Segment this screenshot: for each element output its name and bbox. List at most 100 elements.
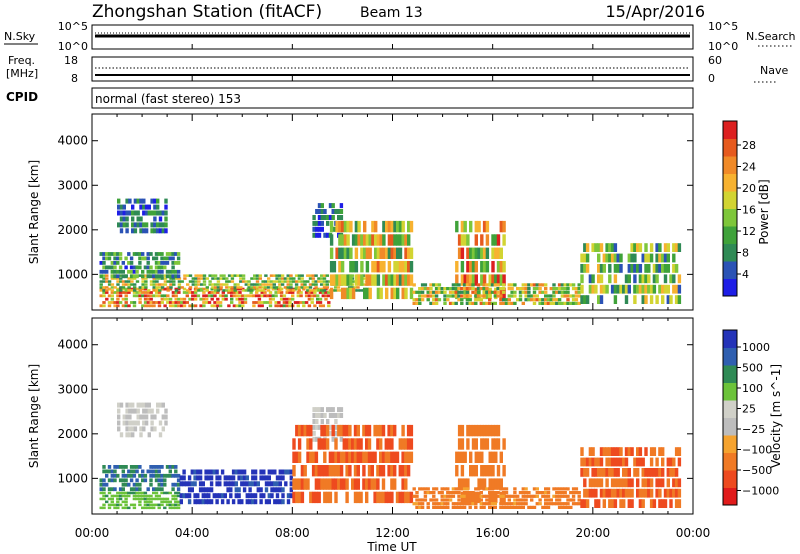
range-cell [165,256,170,261]
range-cell [117,210,121,216]
range-cell [107,478,112,483]
range-cell [113,252,117,256]
range-cell [193,291,198,294]
range-cell [479,491,483,495]
range-cell [118,269,123,274]
range-cell [647,284,651,294]
range-cell [258,283,262,286]
range-cell [118,497,123,501]
range-cell [672,264,676,273]
range-cell [674,478,679,488]
range-cell [379,465,383,477]
range-cell [213,289,218,292]
range-cell [188,304,192,308]
range-cell [325,274,329,277]
range-cell [168,465,172,469]
range-cell [138,473,142,478]
range-cell [191,280,195,283]
range-cell [116,294,120,298]
range-cell [485,261,490,273]
range-cell [161,402,165,408]
range-cell [327,301,331,304]
range-cell [527,283,531,287]
range-cell [577,287,581,291]
range-cell [420,487,425,491]
range-cell [122,222,126,228]
range-cell [296,301,300,304]
range-cell [176,482,181,487]
velocity-colorbar-tick-label: −25 [742,423,765,436]
range-cell [658,447,662,456]
range-cell [496,290,500,294]
range-cell [131,420,135,426]
range-cell [527,294,531,298]
range-cell [314,465,319,477]
range-cell [238,287,242,291]
range-cell [99,261,103,265]
range-cell [557,502,562,506]
range-cell [160,256,164,261]
range-cell [267,277,271,280]
range-cell [580,295,584,304]
range-cell [99,269,103,274]
range-cell [107,280,112,283]
range-cell [142,204,146,210]
time-axis-title: Time UT [366,540,417,554]
range-cell [309,451,313,463]
range-cell [457,478,462,490]
range-cell [118,287,123,291]
range-cell [316,294,320,298]
range-cell [613,264,618,273]
range-cell [560,301,565,305]
range-cell [176,500,181,504]
range-cell [524,287,528,291]
range-cell [107,256,112,261]
range-cell [278,280,282,283]
velocity-colorbar-block [723,417,737,436]
range-cell [226,475,230,481]
range-cell [293,287,298,291]
range-cell [269,280,274,283]
range-cell [202,277,207,280]
range-cell [261,283,265,286]
range-cell [334,478,338,490]
range-cell [201,493,205,499]
range-cell [285,304,289,308]
range-cell [275,481,280,487]
range-cell [432,487,436,491]
range-cell [360,247,364,259]
range-cell [264,481,269,487]
range-cell [619,447,623,456]
range-cell [157,482,161,487]
range-cell [482,465,487,477]
range-cell [329,274,334,286]
range-cell [320,277,324,280]
range-cell [141,491,145,495]
range-cell [278,487,282,493]
range-cell [208,283,212,286]
range-cell [139,198,143,204]
range-cell [491,438,495,450]
range-cell [258,289,262,292]
range-cell [393,424,397,437]
range-cell [649,447,654,456]
range-cell [174,291,178,294]
range-cell [613,468,618,477]
range-cell [312,413,316,418]
range-cell [415,494,419,498]
range-cell [482,287,486,291]
range-cell [633,284,637,294]
range-cell [613,447,618,456]
range-cell [630,499,634,508]
range-cell [118,503,123,507]
range-cell [172,280,176,283]
range-cell [297,289,302,292]
range-cell [406,465,411,477]
range-cell [324,291,328,294]
range-cell [107,265,112,270]
range-cell [672,243,676,252]
velocity-colorbar-tick-label: 500 [742,362,763,375]
